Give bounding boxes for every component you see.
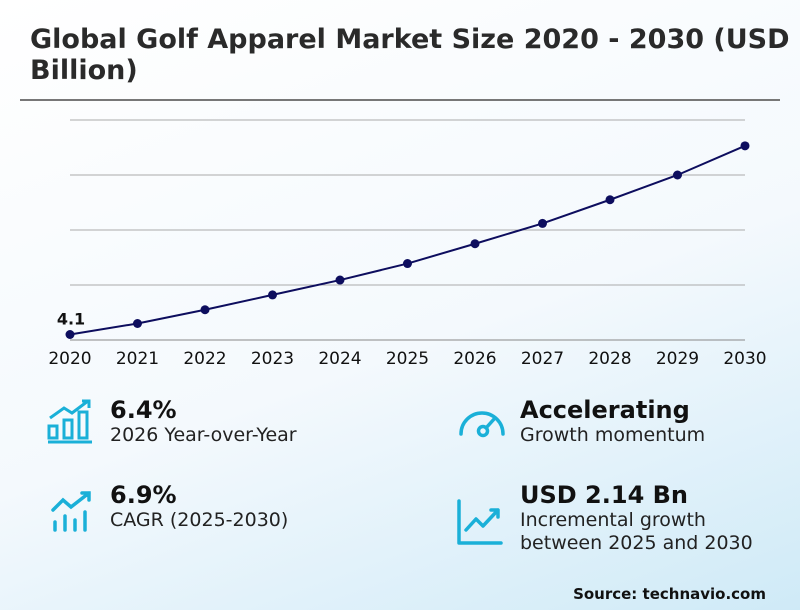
x-tick-label: 2026 bbox=[453, 349, 496, 369]
stat-incremental: USD 2.14 Bn Incremental growth between 2… bbox=[520, 481, 780, 555]
series-line bbox=[69, 144, 746, 336]
stat-value: 6.4% bbox=[110, 396, 177, 424]
x-tick-label: 2028 bbox=[588, 349, 631, 369]
data-point bbox=[335, 275, 345, 285]
line-chart: 2020 2021 2022 2023 2024 2025 2026 2027 2028 2029… bbox=[48, 119, 767, 369]
title-divider bbox=[20, 99, 780, 101]
stat-value: Accelerating bbox=[520, 396, 690, 424]
x-tick-label: 2024 bbox=[318, 349, 361, 369]
bar-chart-growth-icon bbox=[47, 399, 92, 444]
stat-value: 6.9% bbox=[110, 481, 177, 509]
data-point bbox=[740, 141, 750, 151]
x-tick-label: 2022 bbox=[183, 349, 226, 369]
stat-cagr: 6.9% CAGR (2025-2030) bbox=[110, 481, 288, 532]
stat-value: USD 2.14 Bn bbox=[520, 481, 688, 509]
x-tick-label: 2029 bbox=[656, 349, 699, 369]
data-point bbox=[200, 305, 210, 315]
x-tick-label: 2030 bbox=[723, 349, 766, 369]
line-chart-up-icon bbox=[457, 499, 503, 545]
x-tick-label: 2021 bbox=[116, 349, 159, 369]
data-point bbox=[538, 218, 547, 228]
data-point bbox=[268, 290, 277, 300]
x-tick-label: 2025 bbox=[386, 349, 429, 369]
x-tick-label: 2020 bbox=[48, 349, 91, 369]
data-point bbox=[605, 195, 615, 205]
stat-label: Incremental growth between 2025 and 2030 bbox=[520, 509, 753, 554]
stat-yoy: 6.4% 2026 Year-over-Year bbox=[110, 396, 297, 447]
data-point bbox=[470, 239, 480, 249]
speedometer-icon bbox=[459, 411, 505, 438]
stat-label: 2026 Year-over-Year bbox=[110, 424, 297, 446]
stat-momentum: Accelerating Growth momentum bbox=[520, 396, 705, 447]
data-label: 4.1 bbox=[57, 310, 85, 329]
trend-bars-icon bbox=[51, 491, 91, 532]
chart-title: Global Golf Apparel Market Size 2020 - 2… bbox=[30, 24, 790, 86]
data-point bbox=[133, 319, 142, 328]
data-point bbox=[403, 259, 412, 269]
x-tick-label: 2027 bbox=[521, 349, 564, 369]
data-point bbox=[65, 330, 75, 339]
source-text: Source: technavio.com bbox=[573, 585, 766, 603]
stat-label: Growth momentum bbox=[520, 424, 706, 446]
stat-label: CAGR (2025-2030) bbox=[110, 509, 289, 531]
data-point bbox=[673, 170, 682, 180]
x-tick-label: 2023 bbox=[251, 349, 294, 369]
